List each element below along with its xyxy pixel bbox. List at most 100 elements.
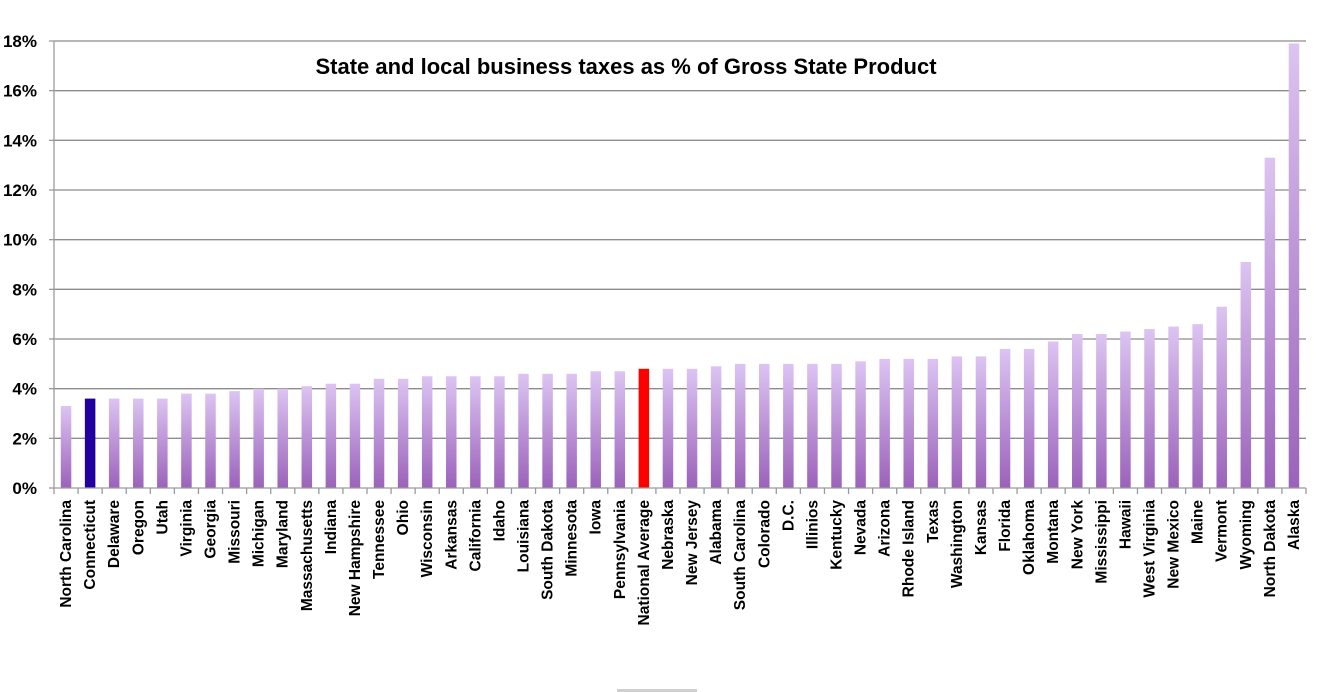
x-tick-label: National Average — [636, 500, 653, 626]
bar-california — [470, 376, 481, 488]
y-axis-ticks: 0% 2% 4% 6% 8% 10% 12% 14% 16% 18% — [3, 32, 54, 498]
x-tick-label: Georgia — [203, 500, 220, 559]
x-tick-label: Ohio — [395, 500, 412, 535]
bar-nebraska — [662, 368, 674, 488]
x-tick-label: Oregon — [130, 500, 147, 555]
x-tick-label: D.C. — [780, 500, 797, 531]
bar-colorado — [759, 363, 770, 488]
y-tick-label: 6% — [12, 330, 37, 349]
x-tick-label: North Dakota — [1262, 500, 1279, 598]
x-tick-label: Texas — [925, 500, 942, 543]
x-tick-label: Missouri — [227, 500, 244, 564]
bar-wisconsin — [421, 376, 433, 488]
bar-montana — [1047, 341, 1059, 488]
x-tick-label: Florida — [997, 500, 1014, 552]
bar-arizona — [879, 358, 890, 488]
bar-maine — [1192, 324, 1203, 488]
x-tick-label: Illinios — [804, 500, 821, 549]
x-tick-label: Arkansas — [443, 500, 460, 570]
x-tick-label: Nebraska — [660, 500, 677, 570]
bar-missouri — [229, 391, 240, 488]
bar-new-mexico — [1168, 326, 1179, 488]
x-tick-label: New Jersey — [684, 500, 701, 586]
x-tick-label: Kansas — [973, 500, 990, 555]
x-tick-label: Washington — [949, 500, 966, 588]
x-tick-label: Maine — [1190, 500, 1207, 544]
x-tick-label: Utah — [154, 500, 171, 534]
x-tick-label: Idaho — [491, 500, 508, 541]
x-tick-label: Pennsylvania — [612, 500, 629, 599]
y-tick-label: 8% — [12, 280, 37, 299]
y-tick-label: 2% — [12, 429, 37, 448]
bar-washington — [951, 356, 963, 488]
x-tick-label: Rhode Island — [901, 500, 918, 597]
x-tick-label: Alabama — [708, 500, 725, 565]
y-tick-label: 14% — [3, 131, 37, 150]
bar-georgia — [205, 393, 216, 488]
bar-kansas — [975, 356, 987, 488]
axes — [53, 41, 1307, 494]
x-tick-label: Connecticut — [82, 500, 99, 590]
bar-arkansas — [446, 376, 457, 488]
x-tick-label: South Carolina — [732, 500, 749, 611]
bar-vermont — [1216, 306, 1227, 488]
bar-idaho — [494, 376, 505, 488]
bar-minnesota — [566, 373, 577, 488]
x-tick-label: Minnesota — [564, 500, 581, 577]
bar-massachusetts — [301, 386, 313, 488]
bar-florida — [999, 348, 1011, 488]
bar-ohio — [397, 378, 409, 488]
x-tick-label: Montana — [1045, 500, 1062, 564]
x-tick-label: Mississippi — [1093, 500, 1110, 584]
y-tick-label: 12% — [3, 181, 37, 200]
bar-kentucky — [831, 363, 842, 488]
bar-wyoming — [1240, 262, 1252, 488]
x-tick-label: California — [467, 500, 484, 572]
bar-texas — [927, 358, 939, 488]
bar-alaska — [1288, 43, 1300, 488]
bar-oregon — [133, 398, 144, 488]
chart-title: State and local business taxes as % of G… — [315, 54, 937, 79]
y-tick-label: 18% — [3, 32, 37, 51]
x-tick-label: Delaware — [106, 500, 123, 568]
x-tick-label: Vermont — [1214, 500, 1231, 562]
x-tick-label: Colorado — [756, 500, 773, 568]
bar-oklahoma — [1023, 348, 1035, 488]
bar-iowa — [590, 371, 601, 488]
x-tick-label: Massachusetts — [299, 500, 316, 611]
x-tick-label: Oklahoma — [1021, 500, 1038, 575]
bar-louisiana — [518, 373, 529, 488]
x-tick-label: Kentucky — [829, 500, 846, 570]
bar-national-average — [638, 368, 650, 488]
bar-illinios — [807, 363, 818, 488]
bar-pennsylvania — [614, 371, 626, 488]
bars — [60, 43, 1300, 488]
bar-north-carolina — [60, 406, 72, 488]
bar-alabama — [710, 366, 722, 488]
x-tick-label: Wyoming — [1238, 500, 1255, 569]
bar-north-dakota — [1264, 157, 1276, 488]
x-tick-label: Louisiana — [516, 500, 533, 573]
x-tick-label: Wisconsin — [419, 500, 436, 577]
x-tick-label: New Hampshire — [347, 500, 364, 617]
x-tick-label: Indiana — [323, 500, 340, 555]
bar-indiana — [325, 383, 337, 488]
y-tick-label: 0% — [12, 479, 37, 498]
x-tick-label: Nevada — [853, 500, 870, 556]
bar-michigan — [253, 388, 264, 488]
x-tick-label: New York — [1069, 500, 1086, 570]
x-tick-label: Hawaii — [1117, 500, 1134, 549]
bar-new-jersey — [686, 368, 698, 488]
x-tick-label: Tennessee — [371, 500, 388, 579]
x-tick-label: South Dakota — [540, 500, 557, 600]
x-tick-label: Arizona — [877, 500, 894, 557]
x-tick-label: Maryland — [275, 500, 292, 568]
bar-delaware — [108, 398, 120, 488]
x-tick-label: Iowa — [588, 500, 605, 535]
y-tick-label: 10% — [3, 231, 37, 250]
bar-south-carolina — [734, 363, 746, 488]
scrollbar-hint — [617, 689, 697, 692]
bar-new-hampshire — [349, 383, 361, 488]
bar-nevada — [855, 361, 866, 488]
